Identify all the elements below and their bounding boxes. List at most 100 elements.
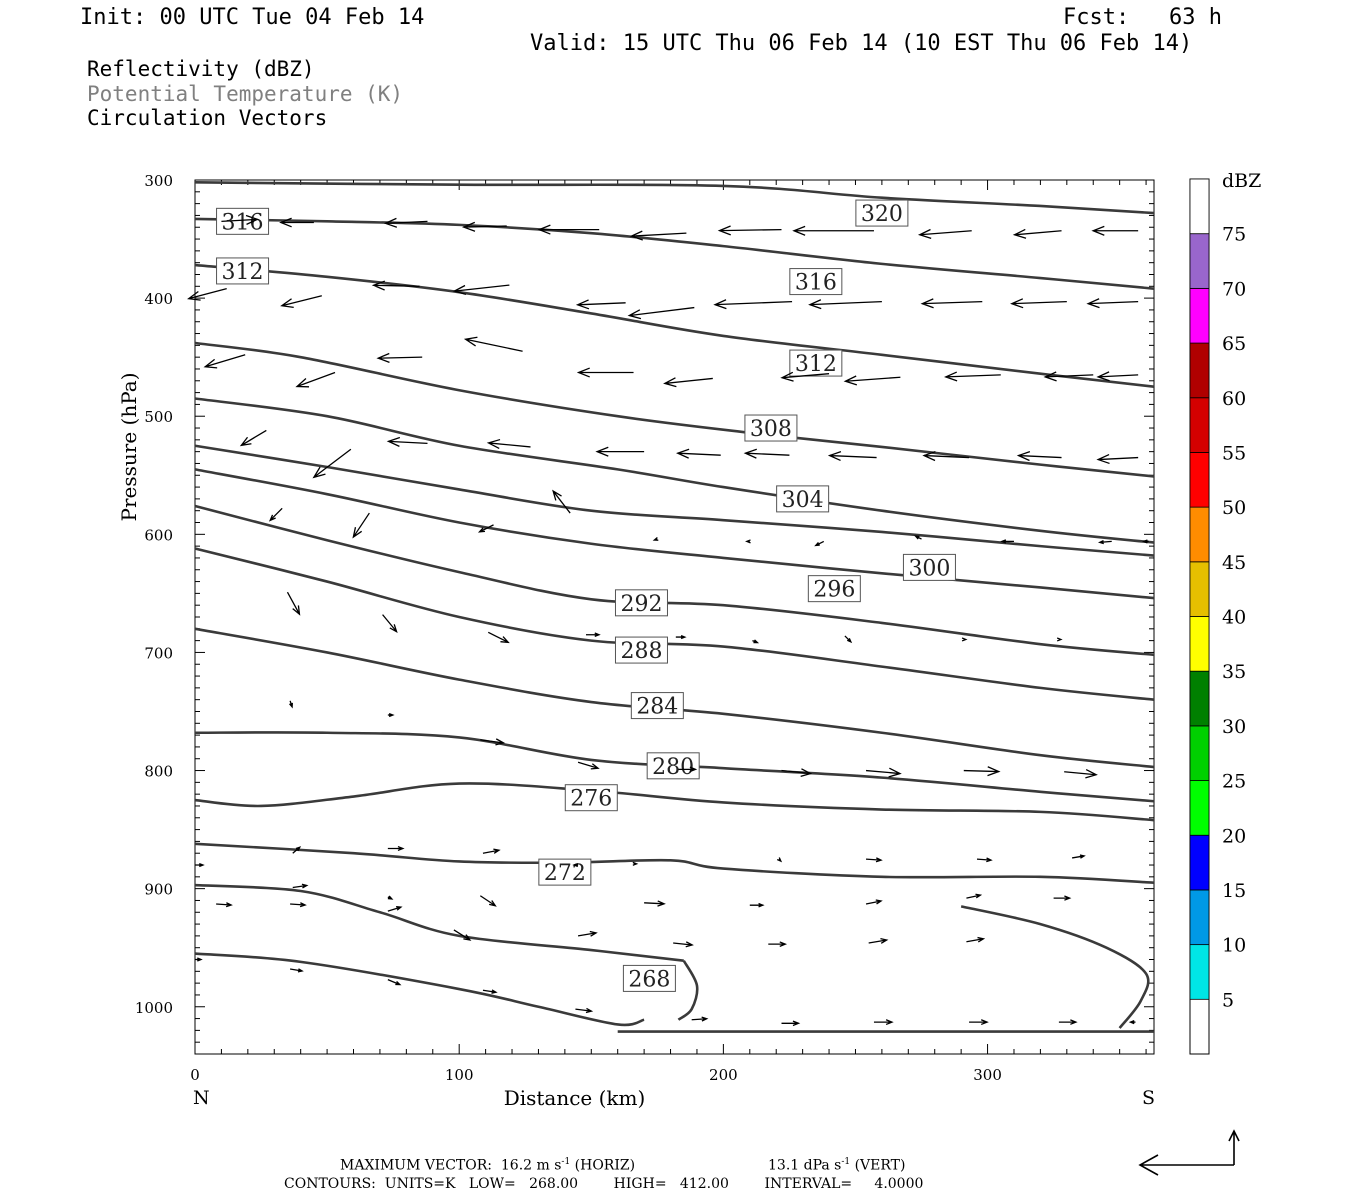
circulation-vector: [865, 899, 883, 905]
circulation-vector: [663, 377, 713, 388]
circulation-vector: [279, 217, 314, 228]
circulation-vector: [808, 299, 882, 310]
circulation-vector: [920, 298, 983, 309]
colorbar-label-35: 35: [1222, 661, 1246, 683]
circulation-vector: [486, 438, 531, 449]
circulation-vector: [352, 512, 370, 539]
contour-276: [194, 842, 1155, 885]
contour-316: [194, 217, 1155, 290]
colorbar-swatch-40: [1189, 561, 1210, 617]
contour-268: [194, 952, 645, 1027]
colorbar-label-15: 15: [1222, 880, 1246, 902]
contour-label-box: [807, 575, 861, 603]
y-tick-label: 800: [144, 763, 173, 781]
circulation-vector: [844, 635, 853, 644]
circulation-vector: [290, 968, 304, 973]
circulation-vector: [745, 539, 751, 544]
colorbar-swatch-15: [1189, 834, 1210, 891]
circulation-vector: [1096, 371, 1139, 382]
circulation-vector: [577, 761, 600, 770]
colorbar-label-40: 40: [1222, 607, 1246, 629]
circulation-vector: [203, 354, 246, 369]
y-tick-label: 900: [144, 881, 173, 899]
contour-label-box: [216, 257, 270, 285]
x-axis-title: Distance (km): [504, 1086, 646, 1110]
contour-304: [194, 444, 1155, 557]
circulation-vector: [463, 336, 523, 352]
circulation-vector: [961, 637, 968, 642]
circulation-vector: [713, 299, 793, 310]
circulation-vector: [482, 848, 501, 854]
circulation-vector: [976, 857, 993, 863]
y-axis-title: Pressure (hPa): [117, 373, 141, 522]
y-tick-label: 600: [144, 526, 173, 544]
circulation-vector: [552, 489, 571, 514]
circulation-vector: [387, 978, 402, 986]
contour-300: [194, 468, 1155, 600]
circulation-vector: [922, 450, 970, 462]
contour-label-276: 276: [570, 787, 612, 812]
circulation-vector: [376, 352, 423, 363]
circulation-vector: [1012, 228, 1062, 239]
circulation-vector: [387, 895, 394, 900]
contour-320: [194, 181, 1155, 215]
forecast-hour: Fcst: 63 h: [1063, 5, 1222, 30]
circulation-vector: [1071, 854, 1086, 859]
colorbar-swatch-5: [1189, 944, 1210, 1000]
circulation-vector: [652, 536, 659, 541]
circulation-vector: [827, 450, 877, 462]
circulation-vector: [387, 712, 395, 718]
max-vector-note: MAXIMUM VECTOR: 16.2 m s-1 (HORIZ): [340, 1157, 636, 1174]
circulation-vector: [487, 631, 510, 644]
contour-label-272: 272: [544, 861, 586, 886]
contour-label-box: [614, 636, 668, 664]
y-tick-label: 500: [144, 408, 173, 426]
vertical-vector-note: 13.1 dPa s-1 (VERT): [768, 1157, 906, 1174]
contour-272-closure: [960, 905, 1150, 1029]
y-tick-label: 1000: [135, 999, 173, 1017]
contours-note: CONTOURS: UNITS=K LOW= 268.00 HIGH= 412.…: [284, 1176, 924, 1192]
circulation-vector: [913, 535, 922, 540]
circulation-vector: [792, 225, 874, 236]
circulation-vector: [843, 375, 901, 386]
y-tick-label: 300: [144, 172, 173, 190]
colorbar-swatch-50: [1189, 452, 1210, 508]
colorbar-label-70: 70: [1222, 278, 1246, 300]
contour-312: [194, 341, 1155, 478]
contour-292: [194, 547, 1155, 701]
y-tick-label: 400: [144, 290, 173, 308]
circulation-vector: [865, 767, 902, 778]
contour-label-288: 288: [620, 639, 662, 664]
x-end-label-south: S: [1142, 1087, 1155, 1109]
colorbar-label-60: 60: [1222, 388, 1246, 410]
circulation-vector: [292, 846, 302, 854]
minor-ticks: [195, 180, 1154, 1055]
contour-label-320: 320: [861, 202, 903, 227]
colorbar-label-65: 65: [1222, 333, 1246, 355]
circulation-vector: [1086, 298, 1139, 309]
circulation-vector: [629, 230, 687, 241]
circulation-vector: [576, 367, 634, 378]
contour-label-312: 312: [222, 260, 264, 285]
circulation-vector: [749, 902, 765, 908]
circulation-vector: [963, 766, 1001, 777]
circulation-vector: [873, 1019, 894, 1026]
contour-label-308: 308: [750, 417, 792, 442]
colorbar-swatch-55: [1189, 397, 1210, 453]
circulation-vector: [776, 857, 783, 863]
circulation-vector: [1043, 371, 1094, 382]
circulation-vector: [1096, 453, 1139, 465]
contour-label-292: 292: [620, 592, 662, 617]
circulation-vector: [673, 941, 694, 948]
contour-308: [194, 397, 1155, 544]
colorbar-swatch-35: [1189, 616, 1210, 672]
legend-reflectivity: Reflectivity (dBZ): [87, 57, 315, 81]
circulation-vector: [572, 862, 579, 868]
circulation-vector: [743, 448, 790, 459]
contour-272: [194, 883, 684, 962]
circulation-vector: [187, 288, 227, 301]
circulation-vector: [1141, 539, 1149, 544]
circulation-vector: [292, 883, 309, 889]
circulation-vector: [1128, 1020, 1136, 1025]
circulation-vector: [752, 639, 760, 644]
